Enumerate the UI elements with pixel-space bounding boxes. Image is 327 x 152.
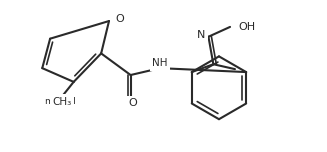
Text: O: O	[128, 98, 137, 109]
Text: NH: NH	[152, 58, 168, 68]
Text: methyl: methyl	[44, 97, 76, 106]
Text: O: O	[115, 14, 124, 24]
Text: N: N	[197, 30, 205, 40]
Text: OH: OH	[238, 22, 255, 32]
Text: CH₃: CH₃	[52, 97, 72, 107]
